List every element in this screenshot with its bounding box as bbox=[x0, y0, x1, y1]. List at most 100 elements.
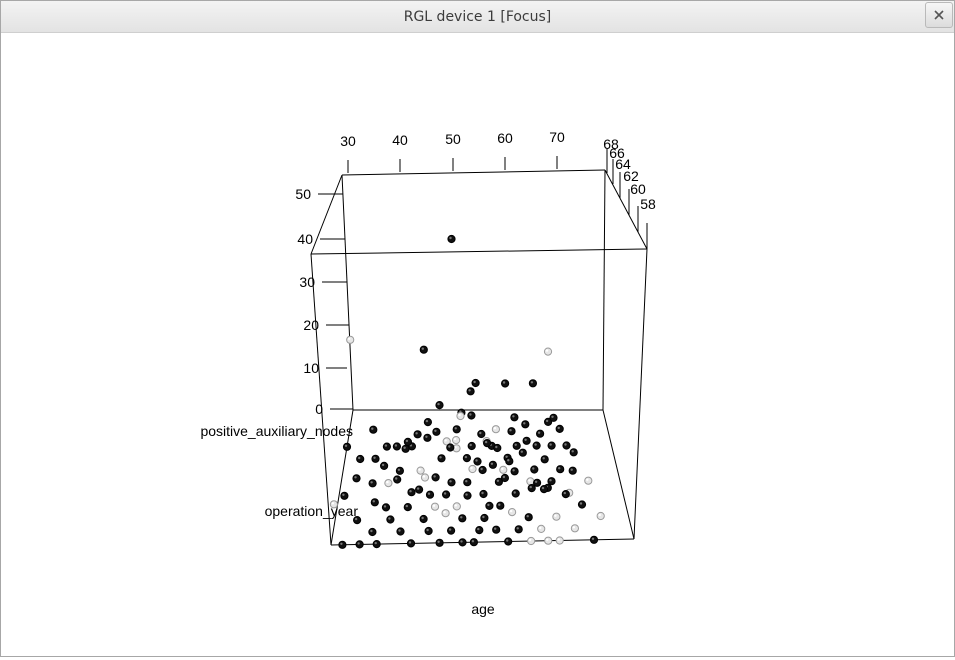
data-point bbox=[381, 503, 391, 512]
data-point bbox=[533, 478, 542, 487]
data-point bbox=[569, 448, 578, 457]
data-point bbox=[556, 465, 565, 474]
data-point bbox=[346, 335, 355, 344]
data-point-highlight bbox=[545, 349, 549, 352]
data-point-highlight bbox=[443, 511, 446, 514]
data-point bbox=[423, 418, 432, 427]
data-point-highlight bbox=[482, 515, 485, 519]
data-point-highlight bbox=[495, 445, 498, 449]
data-point-highlight bbox=[432, 504, 436, 507]
data-point bbox=[562, 441, 571, 450]
data-point-highlight bbox=[408, 541, 412, 544]
data-point-highlight bbox=[528, 538, 532, 542]
y-axis-ticks: 58 60 62 64 66 68 bbox=[603, 136, 656, 249]
x-axis-title: age bbox=[471, 601, 495, 617]
data-point bbox=[369, 425, 378, 434]
rgl-plot-canvas[interactable]: 30 40 50 60 70 58 60 62 64 66 68 bbox=[1, 33, 954, 656]
data-point-highlight bbox=[409, 490, 412, 493]
data-point bbox=[521, 420, 530, 429]
data-point bbox=[406, 539, 416, 548]
data-point bbox=[483, 439, 492, 448]
data-point-highlight bbox=[383, 505, 387, 508]
data-point bbox=[371, 454, 380, 463]
data-point bbox=[511, 489, 520, 498]
data-point bbox=[547, 441, 556, 450]
data-point bbox=[507, 427, 516, 436]
data-point bbox=[504, 537, 513, 546]
data-point-highlight bbox=[458, 413, 461, 417]
close-button[interactable] bbox=[925, 2, 953, 28]
data-point bbox=[469, 538, 478, 547]
data-point bbox=[528, 379, 538, 388]
data-point bbox=[493, 443, 502, 453]
data-point bbox=[479, 489, 488, 499]
data-point-highlight bbox=[460, 540, 463, 543]
data-point bbox=[458, 514, 467, 523]
data-point-highlight bbox=[453, 437, 457, 441]
data-point bbox=[540, 455, 549, 464]
data-point bbox=[458, 538, 467, 547]
data-point bbox=[555, 424, 564, 433]
data-point bbox=[508, 508, 517, 517]
data-point bbox=[382, 442, 391, 451]
data-point bbox=[536, 429, 545, 438]
data-point bbox=[384, 479, 393, 488]
data-point-highlight bbox=[534, 443, 537, 446]
data-point bbox=[488, 460, 497, 469]
data-point bbox=[437, 454, 446, 463]
data-point-highlight bbox=[570, 468, 573, 471]
data-point-highlight bbox=[557, 426, 560, 430]
data-point bbox=[514, 525, 523, 534]
data-point-highlight bbox=[381, 463, 385, 467]
data-point bbox=[420, 473, 430, 482]
data-point bbox=[423, 433, 432, 442]
data-point bbox=[499, 465, 508, 474]
data-point bbox=[430, 502, 440, 511]
z-tick-label: 30 bbox=[299, 274, 315, 290]
data-point-highlight bbox=[434, 429, 437, 432]
data-point bbox=[425, 490, 435, 499]
x-axis-ticks: 30 40 50 60 70 bbox=[340, 129, 565, 173]
data-point bbox=[462, 454, 471, 463]
data-point-highlight bbox=[331, 502, 335, 505]
box-edge bbox=[604, 169, 648, 250]
y-tick-label: 62 bbox=[623, 168, 639, 184]
data-point-highlight bbox=[557, 538, 560, 541]
data-point bbox=[468, 464, 477, 474]
y-tick-label: 64 bbox=[615, 156, 631, 172]
data-point bbox=[518, 448, 527, 457]
data-point-highlight bbox=[465, 493, 468, 496]
data-point-highlight bbox=[549, 479, 552, 482]
data-point bbox=[403, 503, 412, 512]
data-point bbox=[527, 536, 536, 546]
y-tick-label: 66 bbox=[609, 145, 625, 161]
data-point-highlight bbox=[344, 444, 348, 447]
data-point bbox=[492, 525, 501, 534]
data-point-highlight bbox=[473, 380, 476, 384]
data-point bbox=[552, 512, 561, 521]
box-edge bbox=[310, 248, 648, 255]
data-point-highlight bbox=[422, 475, 426, 478]
data-point bbox=[393, 475, 402, 484]
data-point-highlight bbox=[421, 516, 424, 520]
data-point-highlight bbox=[398, 529, 401, 532]
x-tick-label: 50 bbox=[445, 131, 461, 147]
data-point bbox=[352, 474, 361, 483]
data-point-highlight bbox=[479, 431, 482, 435]
x-tick-label: 40 bbox=[392, 132, 408, 148]
title-bar[interactable]: RGL device 1 [Focus] bbox=[1, 1, 954, 33]
scatter3d-plot[interactable]: 30 40 50 60 70 58 60 62 64 66 68 bbox=[1, 33, 954, 656]
data-point bbox=[532, 441, 541, 450]
data-point-highlight bbox=[397, 468, 401, 471]
data-point-highlight bbox=[505, 455, 508, 458]
data-point bbox=[463, 478, 472, 487]
z-tick-label: 0 bbox=[315, 401, 323, 417]
data-point-highlight bbox=[443, 492, 447, 495]
data-point-highlight bbox=[354, 476, 357, 479]
data-point-highlight bbox=[374, 541, 377, 545]
data-point-highlight bbox=[370, 481, 373, 484]
data-point-highlight bbox=[425, 435, 428, 438]
data-point-highlight bbox=[554, 514, 557, 517]
data-point-highlight bbox=[449, 236, 452, 240]
